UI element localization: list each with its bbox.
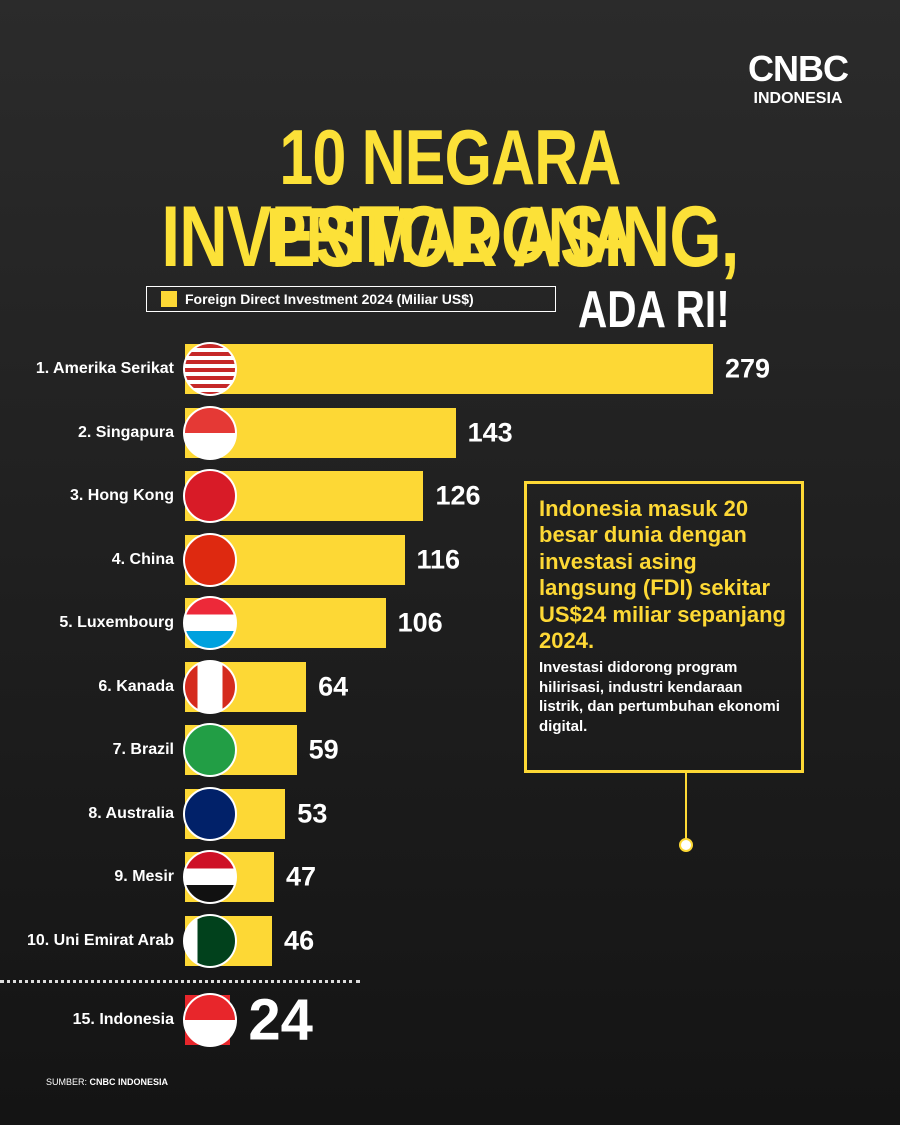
category-label: 10. Uni Emirat Arab — [26, 931, 174, 949]
category-label: 15. Indonesia — [72, 1011, 174, 1028]
flag — [183, 405, 237, 460]
title-line: 10 NEGARA PRIMADONA — [265, 113, 635, 279]
connector — [685, 773, 687, 841]
flag — [183, 786, 237, 841]
value-label: 126 — [435, 480, 481, 511]
title-line: INVESTOR ASING, — [161, 189, 739, 285]
bar — [185, 344, 713, 394]
flag — [183, 723, 237, 777]
category-label: 1. Amerika Serikat — [35, 360, 174, 377]
legend: Foreign Direct Investment 2024 (Miliar U… — [146, 286, 556, 312]
category-label: 3. Hong Kong — [70, 487, 174, 504]
value-label: 59 — [308, 734, 339, 765]
value-label: 143 — [467, 417, 513, 447]
legend-swatch — [161, 291, 177, 307]
annotation-headline: Indonesia masuk 20 besar dunia dengan in… — [539, 496, 786, 653]
category-label: 5. Luxembourg — [59, 614, 174, 631]
source-label: SUMBER: — [46, 1077, 88, 1087]
annotation-body: Investasi didorong program hilirisasi, i… — [539, 659, 780, 735]
brand-name: CNBC — [748, 48, 849, 89]
flag — [183, 532, 237, 587]
value-label: 47 — [285, 861, 316, 892]
flag — [183, 596, 237, 650]
value-label: 116 — [416, 544, 461, 574]
annotation: Indonesia masuk 20 besar dunia dengan in… — [524, 481, 804, 773]
category-label: 7. Brazil — [112, 741, 174, 758]
source-name: CNBC INDONESIA — [89, 1077, 169, 1087]
connector-dot — [679, 838, 693, 852]
category-label: 2. Singapura — [77, 423, 174, 441]
title-line: ADA RI! — [578, 281, 730, 339]
value-label: 279 — [725, 353, 771, 384]
category-label: 9. Mesir — [114, 868, 174, 885]
flag — [183, 659, 237, 714]
flag — [183, 469, 237, 523]
separator — [0, 980, 360, 983]
flag — [183, 993, 237, 1047]
flag — [183, 913, 237, 968]
category-label: 8. Australia — [88, 804, 174, 822]
value-label: 64 — [318, 671, 349, 701]
value-label: 24 — [248, 987, 313, 1053]
flag — [183, 342, 237, 396]
legend-label: Foreign Direct Investment 2024 (Miliar U… — [185, 291, 474, 307]
category-label: 6. Kanada — [98, 677, 174, 695]
category-label: 4. China — [111, 550, 174, 568]
value-label: 46 — [284, 925, 315, 955]
value-label: 53 — [297, 798, 328, 828]
brand: CNBC INDONESIA — [748, 48, 849, 108]
flag — [183, 850, 237, 904]
value-label: 106 — [397, 607, 443, 638]
brand-sub: INDONESIA — [753, 90, 843, 107]
source: SUMBER: CNBC INDONESIA — [46, 1077, 168, 1087]
